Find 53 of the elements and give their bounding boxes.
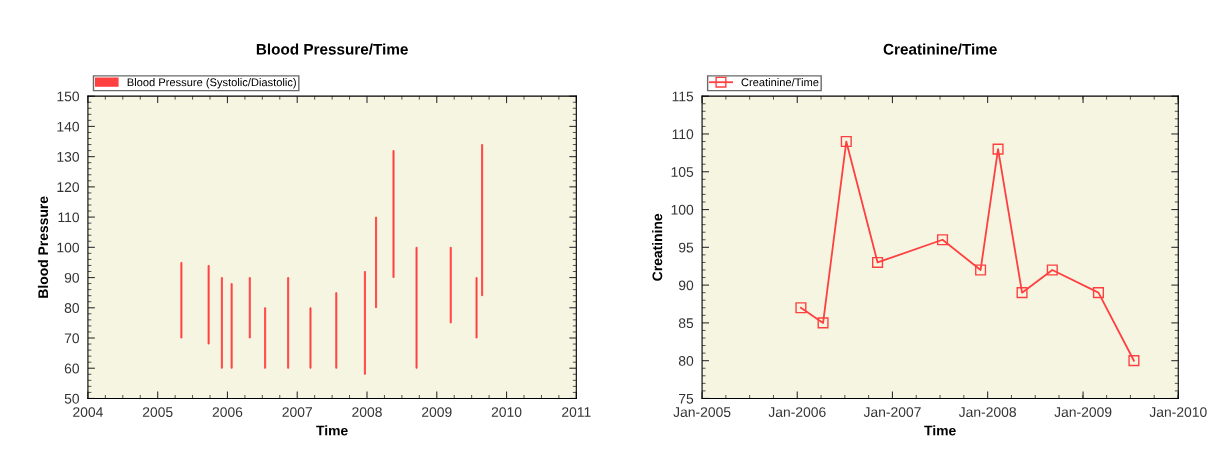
y-tick-label: 105 [671, 167, 694, 177]
x-tick-label: Jan-2009 [1054, 407, 1112, 417]
x-tick-label: Jan-2005 [673, 407, 731, 417]
x-tick-label: 2007 [282, 407, 312, 417]
y-tick-label: 90 [678, 280, 694, 291]
y-tick-label: 95 [678, 242, 694, 253]
x-axis-title: Time [924, 425, 956, 436]
point [872, 256, 884, 268]
y-tick-label: 130 [57, 151, 80, 162]
point [817, 317, 829, 329]
x-tick-label: 2010 [491, 407, 522, 417]
point [936, 234, 949, 246]
y-tick-label: 110 [672, 129, 694, 140]
point [840, 135, 852, 148]
point [795, 302, 807, 314]
point [1092, 287, 1105, 299]
x-tick-label: 2004 [73, 407, 103, 417]
legend-label: Creatinine/Time [741, 78, 819, 87]
y-tick-label: 50 [64, 393, 80, 404]
x-tick-label: Jan-2010 [1149, 407, 1207, 417]
y-tick-label: 140 [57, 121, 80, 132]
point [1016, 287, 1028, 299]
x-axis-title: Time [316, 425, 348, 436]
chart-title: Creatinine/Time [883, 43, 997, 55]
point [1046, 264, 1058, 276]
x-tick-label: 2011 [562, 407, 591, 417]
y-tick-label: 70 [64, 333, 80, 344]
x-tick-label: 2006 [212, 407, 243, 417]
point [975, 264, 987, 276]
y-tick-label: 80 [64, 303, 80, 313]
y-tick-label: 75 [679, 393, 694, 404]
legend-label: Blood Pressure (Systolic/Diastolic) [127, 78, 296, 89]
y-axis-title: Blood Pressure [37, 196, 49, 298]
y-tick-label: 150 [57, 91, 80, 102]
y-tick-label: 120 [57, 182, 80, 193]
x-tick-label: Jan-2008 [958, 407, 1016, 417]
y-axis-title: Creatinine [652, 213, 663, 281]
y-tick-label: 60 [64, 363, 80, 374]
y-tick-label: 90 [64, 272, 80, 283]
y-tick-label: 100 [57, 242, 80, 253]
x-tick-label: 2009 [422, 407, 452, 417]
y-tick-label: 115 [672, 91, 694, 102]
y-tick-label: 100 [671, 204, 694, 215]
x-tick-label: 2008 [352, 407, 382, 417]
x-tick-label: 2005 [142, 407, 173, 417]
y-tick-label: 80 [678, 356, 694, 366]
point [992, 143, 1004, 155]
chart-title: Blood Pressure/Time [256, 43, 408, 55]
y-tick-label: 85 [678, 318, 694, 329]
point [1128, 355, 1140, 367]
x-tick-label: Jan-2006 [768, 407, 826, 417]
x-tick-label: Jan-2007 [863, 407, 921, 417]
y-tick-label: 110 [58, 212, 80, 223]
